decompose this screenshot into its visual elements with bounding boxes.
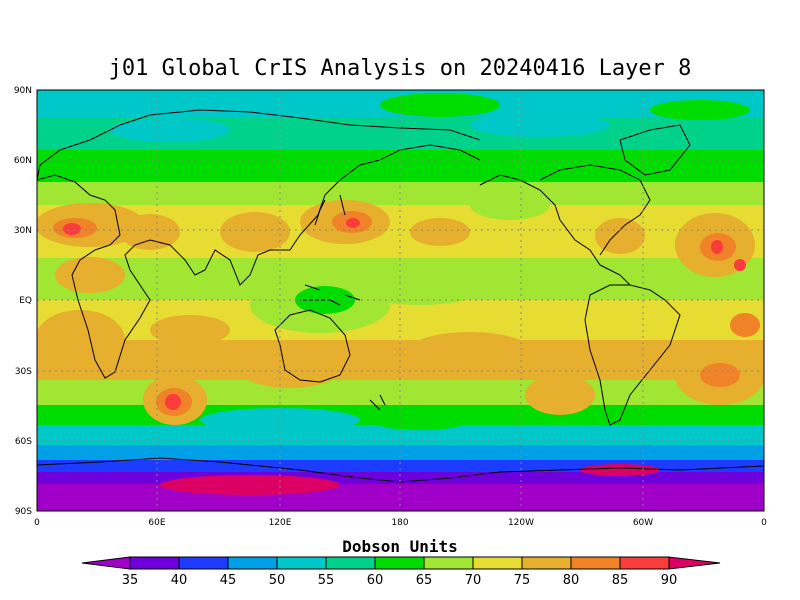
- colorbar-label: 60: [367, 573, 384, 588]
- colorbar-label: 90: [661, 573, 678, 588]
- colorbar-swatch: [374, 556, 425, 570]
- colorbar-swatch: [423, 556, 474, 570]
- colorbar-swatch: [325, 556, 376, 570]
- y-axis: 90N 60N 30N EQ 30S 60S 90S: [14, 86, 32, 517]
- lat-label: 90S: [15, 507, 32, 517]
- lon-label: 0: [761, 518, 767, 528]
- x-axis: 0 60E 120E 180 120W 60W 0: [34, 518, 767, 528]
- lon-label: 60W: [633, 518, 653, 528]
- colorbar-label: 65: [416, 573, 433, 588]
- colorbar-label: 70: [465, 573, 482, 588]
- colorbar-swatch: [178, 556, 229, 570]
- lat-label: EQ: [19, 296, 32, 306]
- lon-label: 0: [34, 518, 40, 528]
- lat-label: 60S: [15, 437, 32, 447]
- lon-label: 120W: [508, 518, 534, 528]
- colorbar-arrow-high: [668, 556, 721, 570]
- colorbar-swatch: [129, 556, 180, 570]
- graticule: [37, 90, 764, 511]
- colorbar-swatch: [619, 556, 670, 570]
- lon-label: 60E: [148, 518, 165, 528]
- colorbar: 35 40 45 50 55 60 65 70 75 80 85 90: [81, 556, 721, 588]
- colorbar-label: 85: [612, 573, 629, 588]
- colorbar-label: 45: [220, 573, 237, 588]
- colorbar-label: 55: [318, 573, 335, 588]
- lon-label: 180: [391, 518, 408, 528]
- colorbar-swatch: [521, 556, 572, 570]
- lat-label: 60N: [14, 156, 32, 166]
- colorbar-label: 75: [514, 573, 531, 588]
- colorbar-title: Dobson Units: [342, 537, 458, 556]
- colorbar-label: 80: [563, 573, 580, 588]
- lon-label: 120E: [269, 518, 292, 528]
- lat-label: 30N: [14, 226, 32, 236]
- colorbar-swatch: [570, 556, 621, 570]
- colorbar-swatch: [227, 556, 278, 570]
- colorbar-arrow-low: [81, 556, 131, 570]
- colorbar-swatch: [472, 556, 523, 570]
- colorbar-label: 50: [269, 573, 286, 588]
- lat-label: 90N: [14, 86, 32, 96]
- colorbar-label: 35: [122, 573, 139, 588]
- colorbar-label: 40: [171, 573, 188, 588]
- chart-title: j01 Global CrIS Analysis on 20240416 Lay…: [108, 56, 692, 81]
- lat-label: 30S: [15, 367, 32, 377]
- colorbar-swatch: [276, 556, 327, 570]
- map-frame: [36, 89, 765, 512]
